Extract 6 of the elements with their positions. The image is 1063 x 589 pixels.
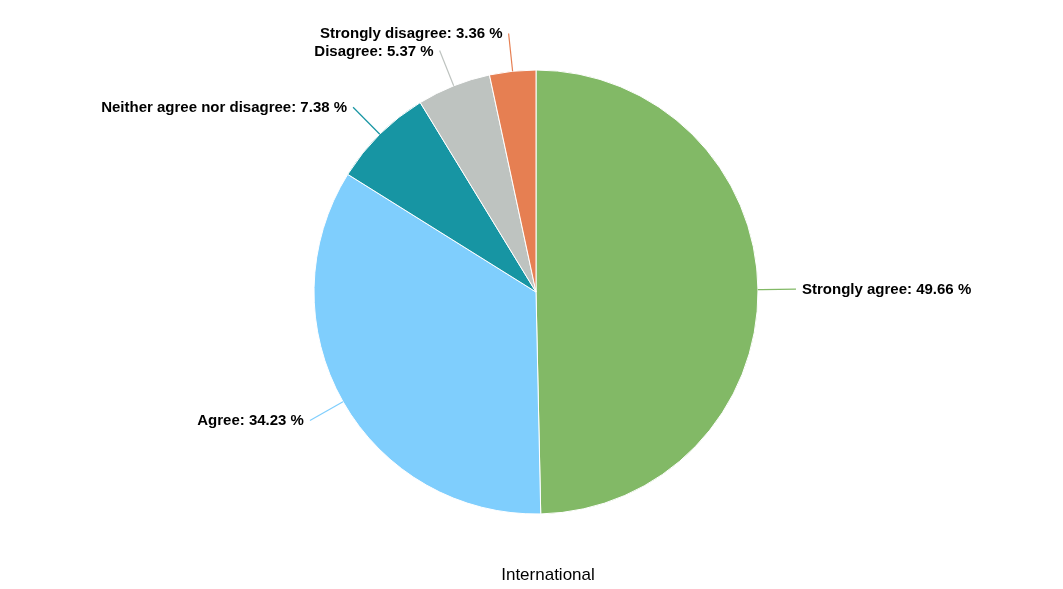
- slice-label: Agree: 34.23 %: [197, 411, 304, 429]
- slice-label: Strongly disagree: 3.36 %: [320, 24, 503, 42]
- text: International: [501, 565, 595, 584]
- slice-label: Neither agree nor disagree: 7.38 %: [101, 98, 348, 116]
- slice-label: Strongly agree: 49.66 %: [801, 280, 972, 298]
- slice-label: Disagree: 5.37 %: [314, 41, 434, 59]
